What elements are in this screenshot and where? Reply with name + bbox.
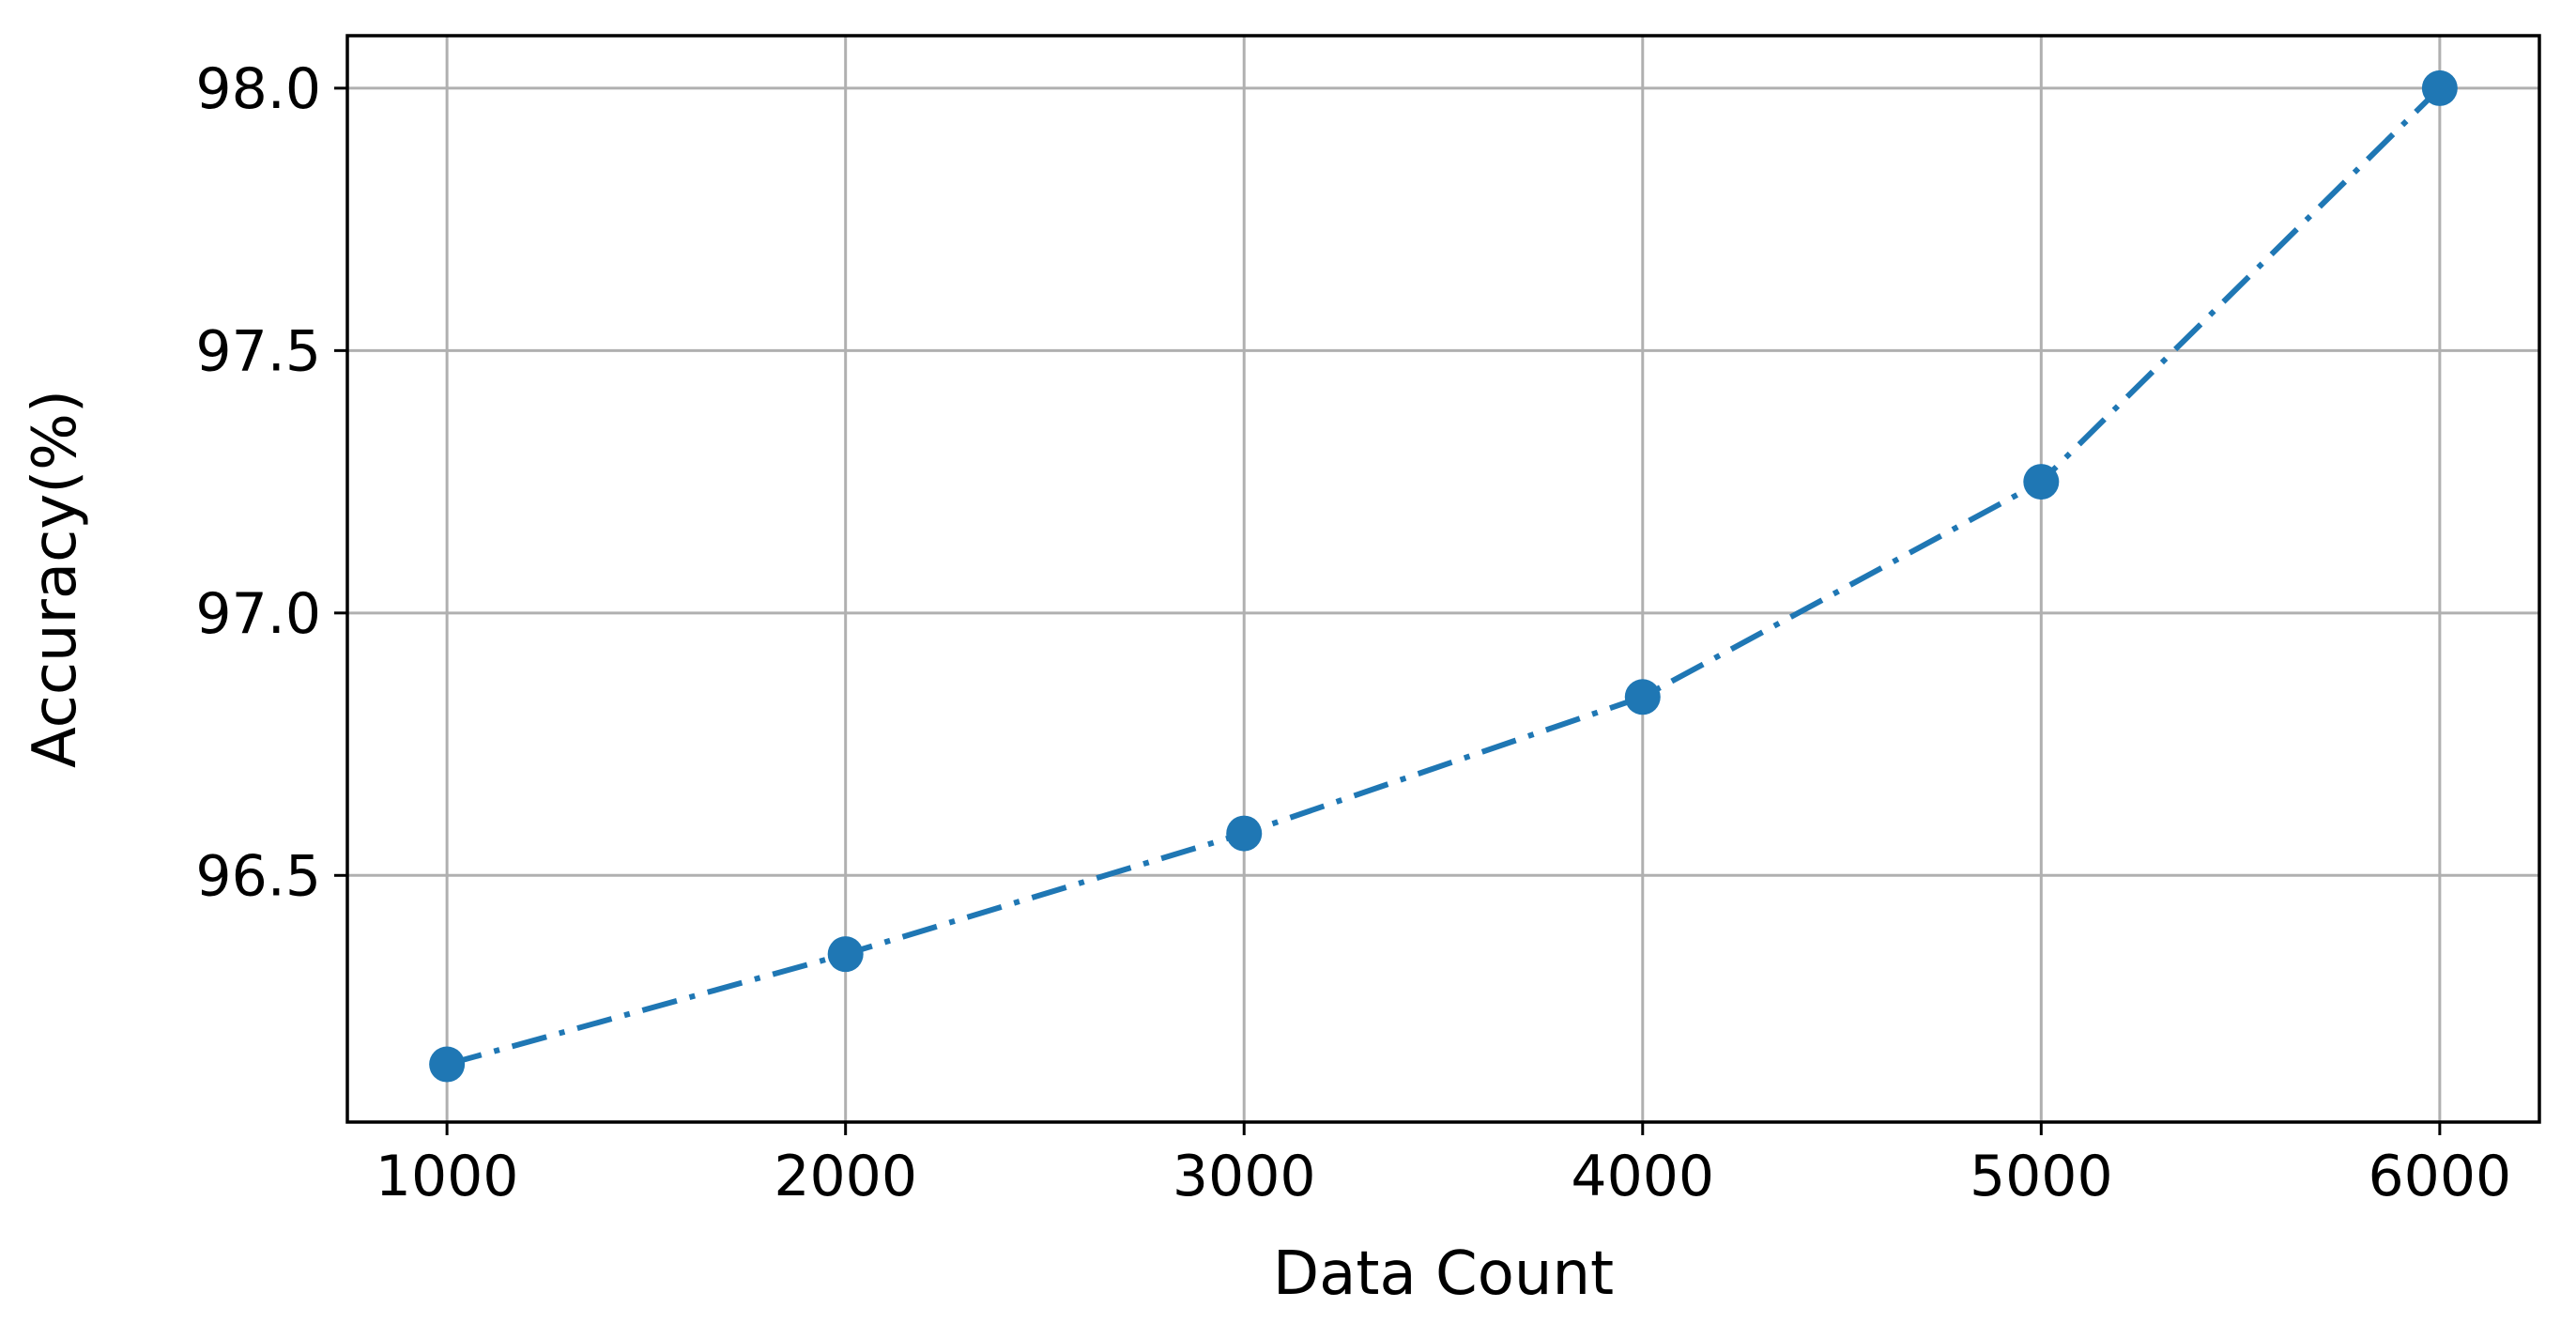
x-tick-label: 2000 [774, 1144, 917, 1209]
y-tick-label: 97.5 [195, 318, 321, 384]
x-tick-label: 1000 [376, 1144, 519, 1209]
data-point [827, 936, 864, 973]
y-tick-label: 98.0 [195, 56, 321, 122]
data-point [1226, 815, 1263, 852]
data-series [429, 69, 2458, 1083]
axis-ticks [334, 86, 2442, 1135]
data-point [429, 1046, 466, 1083]
plot-frame [345, 34, 2541, 1124]
tick-labels: 1000 2000 3000 4000 5000 6000 96.5 97.0 97.5 98.0 [195, 56, 2511, 1209]
x-tick-label: 6000 [2369, 1144, 2512, 1209]
y-tick-label: 97.0 [195, 581, 321, 647]
x-tick-label: 3000 [1173, 1144, 1316, 1209]
y-tick-label: 96.5 [195, 843, 321, 909]
x-tick-label: 4000 [1571, 1144, 1714, 1209]
data-point [2421, 69, 2458, 106]
x-tick-label: 5000 [1970, 1144, 2113, 1209]
x-axis-label: Data Count [1273, 1239, 1614, 1309]
grid-lines [347, 36, 2539, 1122]
data-point [2023, 464, 2060, 500]
series-line [446, 85, 2442, 1068]
y-axis-label: Accuracy(%) [21, 390, 90, 768]
data-point [1624, 679, 1661, 715]
